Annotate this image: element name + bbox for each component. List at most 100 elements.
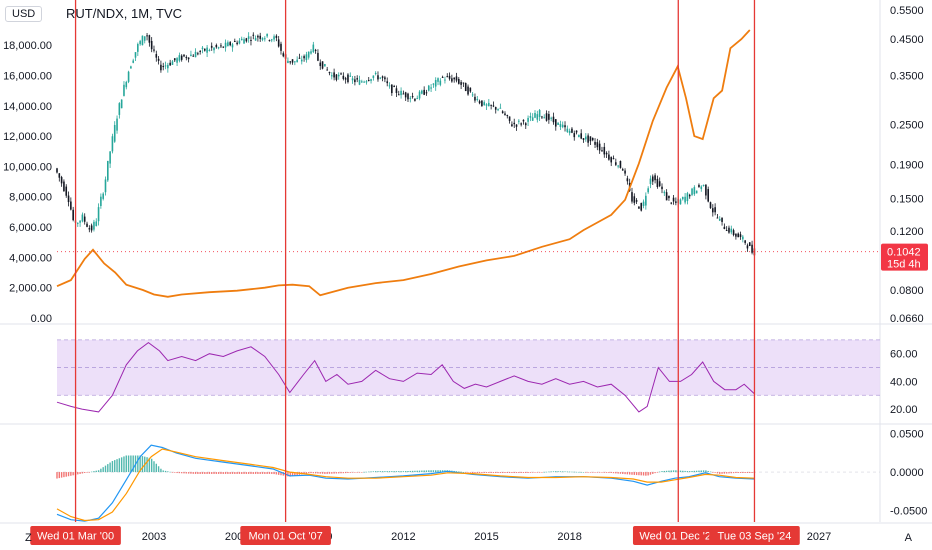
right-tick-label: 0.0800 — [890, 285, 924, 297]
macd-hist-bar — [594, 472, 596, 473]
macd-hist-bar — [174, 472, 176, 473]
signal-line — [56, 448, 755, 522]
macd-hist-bar — [746, 472, 749, 474]
macd-hist-bar — [271, 472, 273, 474]
candle-body — [372, 75, 375, 78]
candle-body — [448, 75, 451, 79]
currency-label[interactable]: USD — [5, 6, 43, 22]
macd-hist-bar — [522, 472, 525, 474]
candle-body — [153, 49, 155, 51]
macd-hist-bar — [354, 472, 356, 473]
candle-body — [111, 136, 114, 152]
macd-hist-bar — [250, 472, 252, 474]
macd-hist-bar — [132, 455, 134, 473]
candle-body — [291, 59, 294, 63]
macd-hist-bar — [67, 472, 70, 477]
macd-hist-bar — [541, 472, 543, 473]
candle-body — [342, 75, 345, 79]
macd-hist-bar — [439, 470, 442, 473]
candle-body — [157, 58, 160, 61]
macd-hist-bar — [705, 470, 707, 473]
macd-hist-bar — [566, 471, 569, 473]
macd-hist-bar — [372, 471, 375, 473]
candle-body — [402, 93, 405, 95]
candle-body — [155, 54, 158, 58]
rsi-series — [56, 341, 755, 413]
candle-body — [247, 36, 250, 39]
macd-hist-bar — [665, 470, 668, 473]
macd-hist-bar — [610, 472, 612, 474]
candle-body — [492, 105, 495, 107]
candle-body — [190, 54, 192, 56]
candle-body — [702, 184, 705, 186]
pane-separators — [0, 0, 932, 524]
macd-hist-bar — [633, 472, 636, 475]
candle-body — [444, 79, 446, 81]
macd-hist-bar — [349, 472, 351, 473]
date-tag-bg — [709, 526, 800, 545]
macd-hist-bar — [310, 472, 312, 474]
macd-hist-bar — [638, 472, 640, 476]
candle-body — [723, 226, 726, 229]
candle-body — [333, 72, 335, 78]
macd-hist-bar — [495, 472, 497, 474]
candle-body — [642, 201, 645, 206]
candle-body — [365, 81, 368, 83]
candle-body — [381, 76, 384, 78]
candle-body — [497, 109, 499, 111]
macd-hist-bar — [287, 472, 289, 477]
candle-body — [245, 38, 248, 42]
candle-body — [751, 244, 753, 253]
auto-scale-button[interactable]: A — [904, 532, 912, 544]
candle-body — [548, 114, 550, 120]
candle-body — [582, 138, 585, 140]
macd-hist-bar — [601, 472, 603, 473]
candle-body — [730, 228, 733, 233]
candle-body — [270, 39, 273, 41]
macd-hist-bar — [204, 472, 206, 474]
macd-hist-bar — [529, 472, 532, 473]
candle-body — [686, 193, 689, 202]
macd-tick-label: -0.0500 — [890, 505, 927, 517]
macd-hist-bar — [518, 472, 520, 474]
macd-hist-bar — [435, 470, 437, 473]
candle-body — [391, 84, 393, 94]
macd-hist-bar — [568, 471, 571, 473]
macd-hist-bar — [257, 472, 259, 474]
macd-hist-bar — [90, 471, 93, 473]
candle-body — [93, 221, 95, 230]
macd-hist-bar — [118, 458, 121, 473]
candle-body — [414, 98, 416, 101]
macd-hist-bar — [162, 470, 164, 473]
candle-body — [451, 78, 453, 82]
macd-hist-bar — [707, 470, 709, 473]
candle-body — [605, 152, 608, 155]
macd-hist-bar — [56, 472, 58, 479]
macd-hist-bar — [622, 472, 624, 474]
candle-body — [215, 44, 218, 48]
macd-hist-bar — [619, 472, 622, 474]
candle-body — [721, 217, 723, 222]
rsi-tick-label: 20.00 — [890, 404, 918, 416]
candle-body — [446, 76, 449, 78]
candle-body — [206, 47, 208, 53]
macd-hist-bar — [137, 455, 139, 473]
candle-body — [134, 52, 137, 58]
macd-hist-bar — [217, 472, 220, 474]
candle-body — [658, 181, 661, 187]
macd-hist-bar — [333, 472, 335, 474]
candle-body — [379, 77, 382, 79]
macd-hist-bar — [548, 471, 550, 473]
macd-hist-bar — [236, 472, 238, 474]
macd-hist-bar — [501, 472, 504, 474]
macd-hist-bar — [312, 472, 315, 474]
macd-hist-bar — [220, 472, 222, 474]
macd-hist-bar — [139, 455, 141, 473]
candle-body — [88, 228, 91, 230]
macd-hist-bar — [592, 472, 594, 473]
right-tick-label: 0.4500 — [890, 34, 924, 46]
macd-hist-bar — [123, 456, 125, 473]
timezone-button[interactable]: Z — [25, 532, 32, 544]
macd-hist-bar — [635, 472, 638, 476]
